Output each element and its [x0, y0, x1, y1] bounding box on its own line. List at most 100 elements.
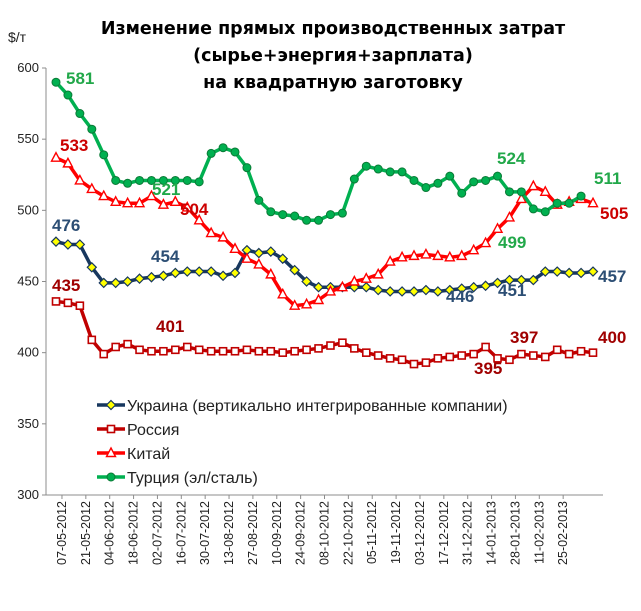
- data-point-russia: [409, 359, 419, 369]
- data-point-china: [515, 192, 528, 204]
- y-tick-label: 300: [17, 487, 39, 502]
- data-point-turkey: [349, 174, 359, 184]
- data-point-china: [468, 243, 480, 255]
- title-line-2: (сырье+энергия+зарплата): [193, 46, 473, 66]
- data-point-ukraine: [253, 247, 265, 259]
- data-point-turkey: [445, 171, 455, 181]
- x-tick-label: 16-07-2012: [174, 501, 188, 565]
- data-point-ukraine: [480, 280, 491, 292]
- data-point-turkey: [182, 175, 192, 185]
- data-point-russia: [481, 342, 490, 352]
- title-line-3: на квадратную заготовку: [203, 73, 463, 93]
- legend-item-turkey: Турция (эл/сталь): [97, 470, 258, 487]
- data-point-turkey: [373, 164, 383, 174]
- data-point-turkey: [361, 161, 371, 171]
- data-point-ukraine: [408, 286, 420, 297]
- data-point-russia: [576, 346, 586, 356]
- x-tick-label: 07-05-2012: [55, 501, 69, 565]
- data-point-russia: [242, 345, 252, 355]
- data-point-china: [432, 249, 444, 261]
- y-axis-unit-label: $/т: [8, 29, 27, 45]
- data-point-ukraine: [468, 281, 480, 293]
- data-point-ukraine: [74, 239, 86, 250]
- data-point-ukraine: [527, 274, 539, 286]
- data-point-russia: [361, 348, 371, 357]
- data-point-russia: [457, 351, 467, 360]
- data-point-china: [229, 242, 241, 253]
- data-point-russia: [421, 358, 431, 367]
- data-point-ukraine: [86, 261, 98, 273]
- data-point-turkey: [170, 175, 180, 185]
- data-point-china: [110, 195, 122, 206]
- data-point-russia: [99, 349, 109, 359]
- x-tick-label: 19-11-2012: [389, 501, 403, 564]
- data-point-ukraine: [122, 276, 133, 287]
- data-label: 533: [60, 136, 88, 155]
- y-tick-label: 500: [17, 202, 39, 217]
- data-point-ukraine: [563, 267, 575, 279]
- data-label: 511: [594, 169, 621, 188]
- data-point-turkey: [552, 198, 562, 208]
- data-point-russia: [230, 346, 240, 356]
- data-label: 505: [600, 204, 628, 223]
- data-point-turkey: [266, 207, 276, 217]
- x-tick-label: 14-01-2013: [485, 501, 499, 565]
- data-point-turkey: [254, 195, 264, 205]
- data-point-ukraine: [504, 274, 515, 286]
- data-point-turkey: [135, 175, 145, 185]
- title-line-1: Изменение прямых производственных затрат: [101, 19, 566, 39]
- data-point-turkey: [576, 191, 586, 201]
- data-point-russia: [218, 346, 228, 356]
- data-point-russia: [182, 342, 192, 352]
- data-point-china: [336, 280, 349, 292]
- data-point-turkey: [469, 177, 479, 187]
- x-tick-label: 31-12-2012: [461, 501, 475, 565]
- data-point-russia: [290, 346, 299, 356]
- data-point-turkey: [504, 187, 514, 197]
- data-label: 581: [66, 69, 94, 88]
- data-label: 524: [497, 149, 526, 168]
- data-point-russia: [135, 345, 144, 355]
- data-point-china: [396, 250, 408, 262]
- data-label: 400: [598, 328, 626, 347]
- legend-swatch-marker: [106, 472, 116, 482]
- series-line-ukraine: [55, 239, 594, 294]
- data-point-turkey: [146, 175, 156, 185]
- data-point-turkey: [158, 175, 168, 185]
- data-point-china: [74, 173, 86, 185]
- data-point-china: [491, 222, 504, 234]
- series-layer: [50, 77, 599, 369]
- legend-swatch-marker: [105, 399, 117, 411]
- data-point-turkey: [278, 210, 288, 220]
- data-point-russia: [469, 349, 478, 359]
- data-point-turkey: [409, 175, 419, 185]
- data-point-china: [289, 299, 301, 310]
- data-point-ukraine: [181, 266, 193, 277]
- legend: Украина (вертикально интегрированные ком…: [97, 398, 508, 487]
- data-point-turkey: [516, 187, 526, 197]
- data-point-ukraine: [539, 266, 551, 277]
- data-point-turkey: [481, 175, 491, 185]
- data-point-russia: [302, 345, 311, 355]
- data-point-ukraine: [50, 236, 62, 247]
- data-point-turkey: [528, 204, 538, 214]
- legend-label: Турция (эл/сталь): [127, 470, 258, 487]
- data-point-russia: [63, 298, 73, 308]
- data-point-china: [98, 189, 110, 201]
- data-point-russia: [529, 351, 538, 360]
- data-point-china: [121, 196, 134, 208]
- x-tick-label: 28-01-2013: [508, 501, 522, 565]
- data-point-russia: [397, 355, 407, 365]
- chart-title: Изменение прямых производственных затрат…: [101, 19, 566, 93]
- data-point-turkey: [230, 147, 240, 157]
- data-point-ukraine: [444, 284, 456, 296]
- data-point-china: [372, 267, 384, 279]
- data-point-russia: [314, 344, 323, 353]
- data-point-ukraine: [134, 273, 145, 285]
- data-point-turkey: [421, 183, 431, 193]
- data-point-turkey: [111, 175, 121, 185]
- data-point-turkey: [385, 167, 395, 177]
- data-point-russia: [278, 348, 288, 357]
- data-point-ukraine: [516, 274, 527, 286]
